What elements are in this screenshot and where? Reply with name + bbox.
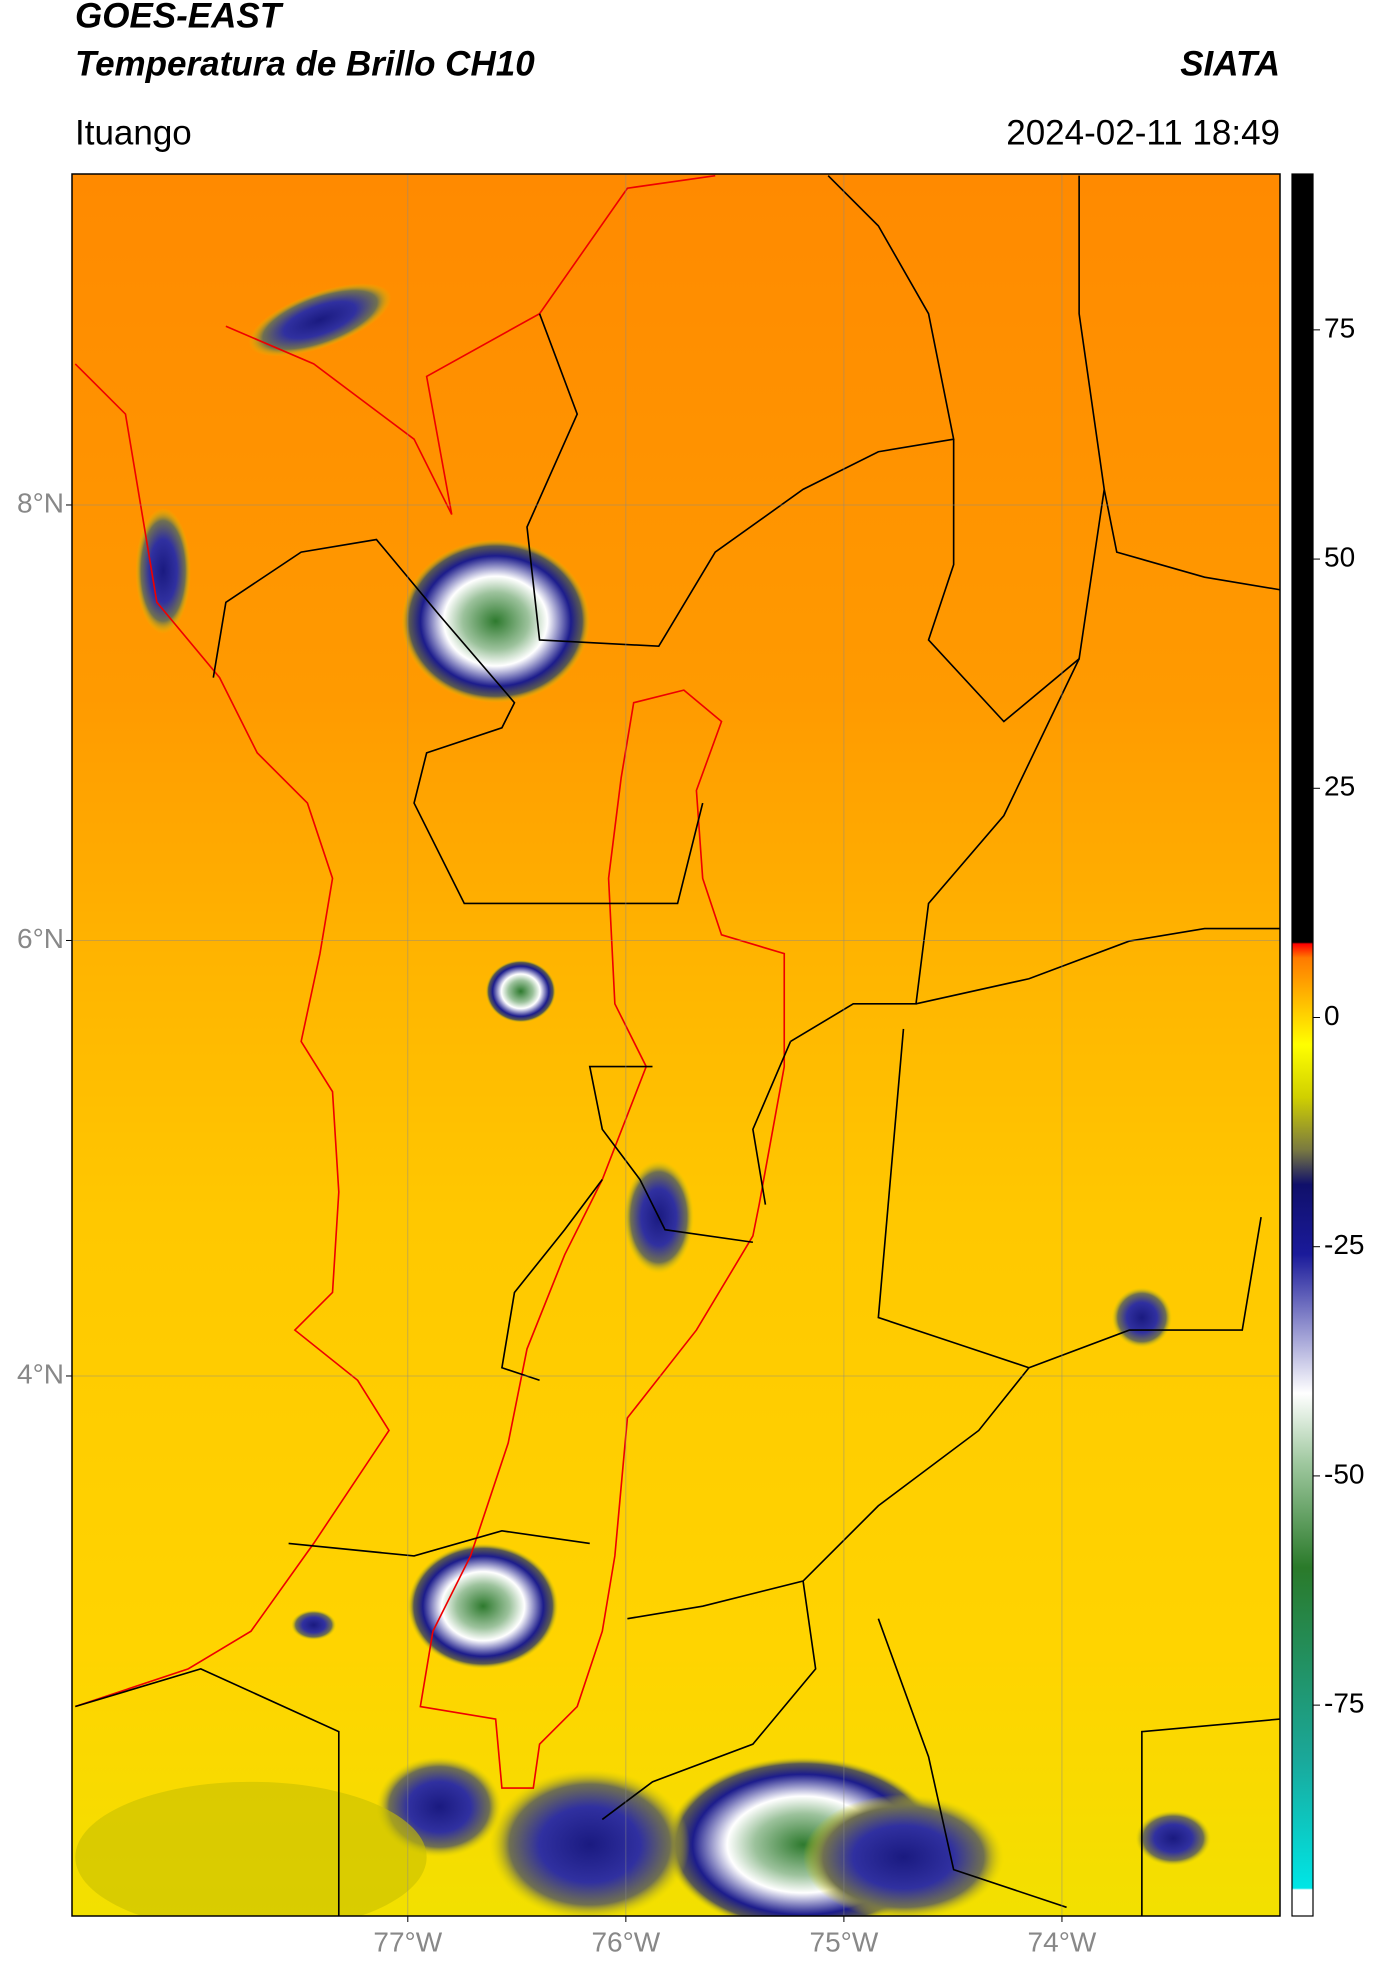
- colorbar-tick-label: -75: [1324, 1688, 1364, 1719]
- colorbar: [1291, 173, 1314, 1917]
- subtitle: Temperatura de Brillo CH10: [75, 44, 535, 83]
- map-frame: [71, 173, 1281, 1917]
- map-image: [72, 174, 1280, 1916]
- colorbar-tick-label: 50: [1324, 541, 1355, 572]
- title: GOES-EAST: [75, 0, 284, 35]
- colorbar-tick-label: 25: [1324, 771, 1355, 802]
- colorbar-tick-label: 0: [1324, 1000, 1340, 1031]
- x-tick-label: 77°W: [373, 1926, 442, 1957]
- datetime: 2024-02-11 18:49: [1006, 113, 1280, 152]
- x-tick-label: 75°W: [810, 1926, 879, 1957]
- x-tick-label: 74°W: [1028, 1926, 1097, 1957]
- region: Ituango: [75, 113, 192, 152]
- grid: [72, 174, 1280, 1916]
- colorbar-tick-label: 75: [1324, 312, 1355, 343]
- source: SIATA: [1180, 44, 1280, 83]
- colorbar-tick-label: -25: [1324, 1229, 1364, 1260]
- y-tick-label: 4°N: [17, 1358, 64, 1389]
- y-tick-label: 6°N: [17, 923, 64, 954]
- colorbar-tick-label: -50: [1324, 1458, 1364, 1489]
- x-tick-label: 76°W: [591, 1926, 660, 1957]
- y-tick-label: 8°N: [17, 487, 64, 518]
